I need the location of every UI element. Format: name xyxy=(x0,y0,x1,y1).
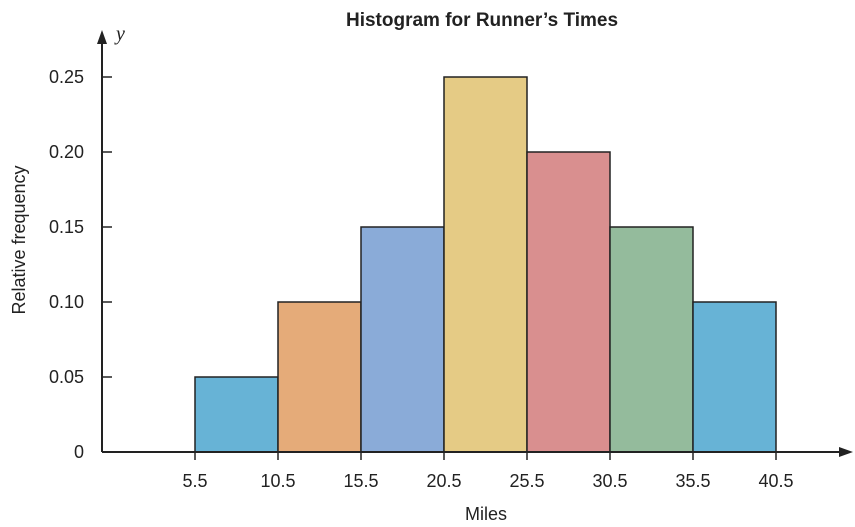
bars-group xyxy=(194,76,777,453)
x-tick-label: 15.5 xyxy=(343,471,378,491)
x-tick-label: 20.5 xyxy=(426,471,461,491)
y-tick-label: 0.20 xyxy=(49,142,84,162)
x-axis-arrow xyxy=(839,447,853,457)
bar-4 xyxy=(443,76,528,453)
x-axis-title: Miles xyxy=(465,504,507,524)
x-tick-label: 40.5 xyxy=(758,471,793,491)
bar-6 xyxy=(609,226,694,453)
y-tick-label: 0.10 xyxy=(49,292,84,312)
y-tick-label: 0.25 xyxy=(49,67,84,87)
y-axis-title: Relative frequency xyxy=(9,165,29,314)
x-ticks-group: 5.5 10.5 15.5 20.5 25.5 30.5 35.5 40.5 xyxy=(182,452,794,491)
x-tick-label: 35.5 xyxy=(675,471,710,491)
bar-3 xyxy=(360,226,445,453)
y-axis-arrow xyxy=(97,30,107,44)
chart-title: Histogram for Runner’s Times xyxy=(346,10,618,31)
bar-7 xyxy=(692,301,777,453)
bar-2 xyxy=(277,301,362,453)
y-ticks-group: 0 0.05 0.10 0.15 0.20 0.25 xyxy=(49,67,112,462)
x-tick-label: 30.5 xyxy=(592,471,627,491)
y-tick-label: 0.15 xyxy=(49,217,84,237)
y-tick-label: 0.05 xyxy=(49,367,84,387)
x-tick-label: 10.5 xyxy=(260,471,295,491)
bar-5 xyxy=(526,151,611,453)
y-tick-label: 0 xyxy=(74,442,84,462)
y-axis-variable: y xyxy=(114,23,125,45)
x-tick-label: 25.5 xyxy=(509,471,544,491)
x-tick-label: 5.5 xyxy=(182,471,207,491)
bar-1 xyxy=(194,376,279,453)
